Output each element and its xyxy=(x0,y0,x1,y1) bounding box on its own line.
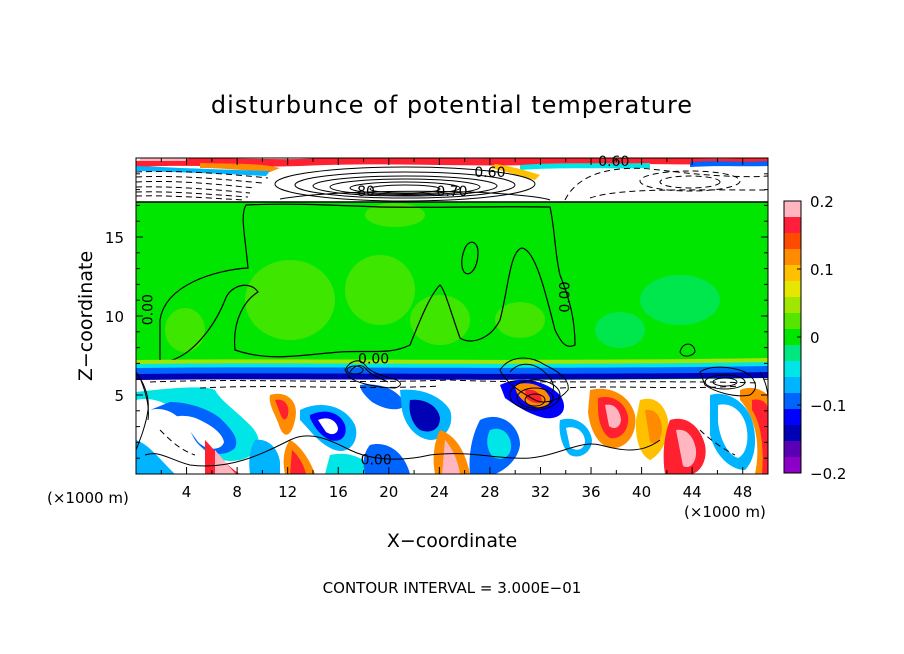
x-unit-right: (×1000 m) xyxy=(684,503,766,521)
x-tick-label: 4 xyxy=(182,483,192,501)
colorbar-tick-label: −0.1 xyxy=(810,397,846,415)
upper-red-ribbon xyxy=(136,158,768,167)
x-tick-label: 36 xyxy=(581,483,600,501)
colorbar-swatch xyxy=(784,233,801,250)
contour-label: 80 xyxy=(357,184,375,200)
lower-solid-clusters xyxy=(136,357,768,451)
colorbar-swatch xyxy=(784,201,801,218)
x-tick-label: 44 xyxy=(683,483,702,501)
colorbar-swatch xyxy=(784,297,801,314)
colorbar-swatch xyxy=(784,329,801,346)
upper-orange-ribbon xyxy=(200,163,280,172)
upper-left-dashed xyxy=(136,170,269,201)
colorbar-tick-label: 0.2 xyxy=(810,193,834,211)
colorbar-swatch xyxy=(784,281,801,298)
x-tick-label: 32 xyxy=(531,483,550,501)
colorbar-swatch xyxy=(784,425,801,442)
upper-right-dashed xyxy=(564,167,768,201)
y-axis-label: Z−coordinate xyxy=(75,251,97,381)
colorbar-swatch xyxy=(784,441,801,458)
contour-label: 0.60 xyxy=(474,165,505,181)
upper-blue-right xyxy=(690,161,768,167)
mid-cyanish-patches xyxy=(595,275,720,348)
contour-label: 0.00 xyxy=(361,453,392,469)
y-tick-label: 15 xyxy=(105,229,124,247)
x-tick-label: 12 xyxy=(278,483,297,501)
mid-light-patches xyxy=(165,203,545,352)
lower-darkblue xyxy=(136,372,768,381)
x-tick-label: 28 xyxy=(480,483,499,501)
contour-label: 0.70 xyxy=(436,184,467,200)
contour-label: 0.00 xyxy=(140,294,156,325)
x-tick-label: 20 xyxy=(379,483,398,501)
chart-title: disturbunce of potential temperature xyxy=(211,91,693,119)
colorbar-swatch xyxy=(784,457,801,474)
x-axis-label: X−coordinate xyxy=(387,530,517,552)
colorbar-tick-label: 0.1 xyxy=(810,261,834,279)
x-unit-left: (×1000 m) xyxy=(47,489,129,507)
y-axis: 5 10 15 xyxy=(105,173,768,459)
colorbar-swatch xyxy=(784,217,801,234)
colorbar-swatch xyxy=(784,393,801,410)
lower-turbulence xyxy=(136,379,768,474)
colorbar-swatch xyxy=(784,249,801,266)
contour-interval-note: CONTOUR INTERVAL = 3.000E−01 xyxy=(323,579,582,597)
zero-contour-small-loop xyxy=(461,241,479,275)
y-tick-label: 10 xyxy=(105,308,124,326)
x-tick-label: 8 xyxy=(232,483,242,501)
x-tick-label: 40 xyxy=(632,483,651,501)
colorbar-swatch xyxy=(784,313,801,330)
colorbar-tick-label: 0 xyxy=(810,329,820,347)
x-tick-label: 16 xyxy=(329,483,348,501)
upper-yellow xyxy=(490,164,540,180)
contour-labels: 0.00 0.00 0.00 0.00 0.60 0.60 0.70 80 xyxy=(140,154,629,469)
upper-blue-ribbon xyxy=(136,166,270,176)
colorbar-swatch xyxy=(784,361,801,378)
upper-pink-left xyxy=(140,158,189,161)
colorbar-swatch xyxy=(784,377,801,394)
contour-label: 0.00 xyxy=(358,351,389,367)
x-tick-label: 24 xyxy=(430,483,449,501)
zero-contour-lower xyxy=(144,435,661,467)
upper-cyan-ribbon xyxy=(520,163,650,170)
upper-mid-solid xyxy=(274,166,551,202)
colorbar-swatch xyxy=(784,345,801,362)
x-axis: 4 8 12 16 20 24 28 32 36 40 44 48 xyxy=(160,158,752,501)
x-tick-label: 48 xyxy=(733,483,752,501)
colorbar-tick-label: −0.2 xyxy=(810,465,846,483)
zero-contour-tiny xyxy=(679,343,696,357)
colorbar-swatch xyxy=(784,409,801,426)
zero-contour-mid xyxy=(159,203,576,363)
y-tick-label: 5 xyxy=(114,387,124,405)
contour-label: 0.60 xyxy=(598,154,629,170)
colorbar: 0.2 0.1 0 −0.1 −0.2 xyxy=(783,193,846,483)
lower-dashed xyxy=(149,379,761,456)
contour-field xyxy=(136,158,768,474)
colorbar-swatch xyxy=(784,265,801,282)
contour-label: 0.00 xyxy=(558,281,574,312)
